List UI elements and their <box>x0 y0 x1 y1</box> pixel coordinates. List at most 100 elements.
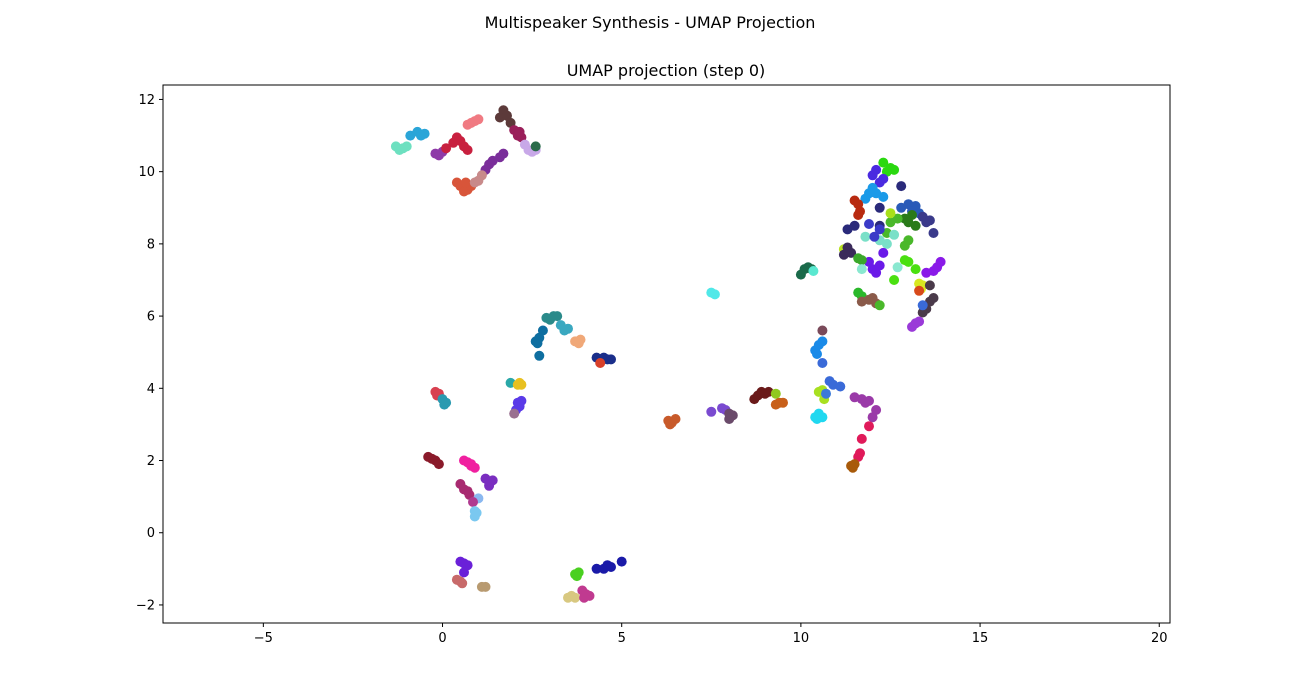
scatter-point-56-0 <box>878 157 889 168</box>
scatter-point-66-3 <box>889 229 900 240</box>
scatter-point-74-3 <box>935 256 946 267</box>
scatter-point-26-3 <box>484 480 495 491</box>
scatter-point-73-2 <box>910 264 921 275</box>
scatter-point-47-3 <box>812 349 822 359</box>
scatter-point-41-2 <box>724 414 735 424</box>
scatter-points <box>390 105 946 603</box>
y-tick-label: −2 <box>136 598 155 613</box>
scatter-point-8-0 <box>530 141 541 152</box>
scatter-point-53-5 <box>867 412 878 423</box>
scatter-point-58-3 <box>878 191 889 202</box>
scatter-point-14-2 <box>537 325 548 336</box>
scatter-point-29-0 <box>468 497 478 507</box>
y-tick-label: 4 <box>147 382 155 397</box>
scatter-point-14-3 <box>532 338 543 349</box>
y-tick-label: 8 <box>147 237 155 252</box>
scatter-point-77-4 <box>917 307 928 318</box>
scatter-point-62-2 <box>924 215 935 226</box>
x-tick-label: 5 <box>618 631 626 646</box>
scatter-point-32-2 <box>457 578 468 589</box>
x-tick-label: 10 <box>793 631 810 646</box>
plot-area-frame <box>162 84 1171 624</box>
scatter-point-70-4 <box>878 247 889 258</box>
scatter-point-54-3 <box>855 448 865 459</box>
scatter-point-60-1 <box>849 220 860 231</box>
scatter-point-53-3 <box>864 395 874 406</box>
x-tick-label: 20 <box>1151 631 1168 646</box>
y-axis-ticks: −2 0 2 4 6 8 10 12 <box>136 93 163 613</box>
scatter-point-65-0 <box>885 208 896 219</box>
scatter-point-21-0 <box>509 408 520 419</box>
scatter-point-82-2 <box>914 316 925 327</box>
scatter-point-43-0 <box>770 388 781 399</box>
scatter-point-48-0 <box>817 325 828 336</box>
x-axis-ticks: −5 0 5 10 15 20 <box>254 623 1168 646</box>
scatter-point-16-3 <box>606 354 616 365</box>
scatter-point-37-3 <box>579 592 590 603</box>
scatter-point-12-3 <box>545 314 555 325</box>
scatter-point-57-3 <box>874 177 885 188</box>
scatter-point-78-0 <box>917 300 928 311</box>
y-tick-label: 6 <box>147 310 155 325</box>
scatter-point-31-3 <box>459 567 469 578</box>
scatter-point-60-4 <box>874 202 885 213</box>
scatter-point-40-0 <box>706 406 717 417</box>
scatter-point-69-2 <box>842 242 853 253</box>
scatter-point-66-0 <box>860 231 871 242</box>
scatter-point-81-0 <box>874 300 885 311</box>
scatter-point-35-3 <box>606 562 616 572</box>
scatter-point-3-5 <box>462 145 473 155</box>
y-tick-label: 0 <box>147 526 155 541</box>
scatter-point-64-4 <box>899 240 910 251</box>
scatter-point-55-2 <box>847 462 858 473</box>
scatter-point-34-2 <box>571 571 582 582</box>
scatter-point-35-0 <box>591 563 602 574</box>
scatter-point-56-3 <box>889 164 900 175</box>
scatter-point-38-3 <box>665 419 676 430</box>
scatter-point-63-3 <box>910 220 921 231</box>
scatter-point-11-2 <box>476 170 487 181</box>
scatter-point-59-3 <box>853 210 864 220</box>
scatter-point-1-3 <box>416 130 426 141</box>
scatter-point-58-4 <box>860 193 871 204</box>
scatter-point-6-3 <box>514 126 525 137</box>
scatter-point-52-3 <box>812 414 822 424</box>
scatter-point-62-3 <box>928 228 939 238</box>
scatter-point-66-2 <box>881 238 892 249</box>
scatter-point-24-3 <box>433 459 444 470</box>
scatter-point-76-0 <box>914 285 925 296</box>
y-tick-label: 12 <box>138 93 155 108</box>
scatter-point-3-0 <box>441 143 452 154</box>
x-tick-label: −5 <box>254 631 273 646</box>
scatter-point-17-0 <box>595 358 606 368</box>
scatter-point-14-4 <box>534 350 545 361</box>
scatter-point-73-3 <box>889 275 900 285</box>
scatter-point-54-1 <box>856 433 867 444</box>
scatter-point-36-2 <box>570 592 581 603</box>
scatter-point-70-3 <box>874 260 885 271</box>
scatter-point-33-1 <box>480 581 491 592</box>
scatter-point-49-3 <box>835 381 846 392</box>
scatter-point-13-2 <box>563 323 573 334</box>
scatter-point-54-0 <box>864 421 874 432</box>
scatter-point-73-1 <box>903 256 914 267</box>
scatter-point-72-0 <box>856 264 867 275</box>
scatter-point-51-0 <box>821 388 831 399</box>
scatter-point-47-2 <box>817 336 828 347</box>
y-tick-label: 2 <box>147 454 155 469</box>
scatter-point-60-3 <box>896 181 907 192</box>
scatter-point-25-4 <box>466 459 477 470</box>
scatter-point-64-1 <box>892 213 903 224</box>
scatter-point-67-1 <box>874 224 885 235</box>
scatter-point-67-2 <box>869 231 880 242</box>
y-tick-label: 10 <box>138 165 155 180</box>
figure-suptitle: Multispeaker Synthesis - UMAP Projection <box>485 13 816 32</box>
scatter-point-72-1 <box>892 262 903 273</box>
scatter-point-46-0 <box>808 266 819 276</box>
scatter-point-57-1 <box>871 164 882 175</box>
scatter-point-71-1 <box>856 255 867 266</box>
scatter-point-10-5 <box>460 177 471 188</box>
scatter-point-0-3 <box>394 145 405 155</box>
scatter-point-35-4 <box>616 556 627 567</box>
